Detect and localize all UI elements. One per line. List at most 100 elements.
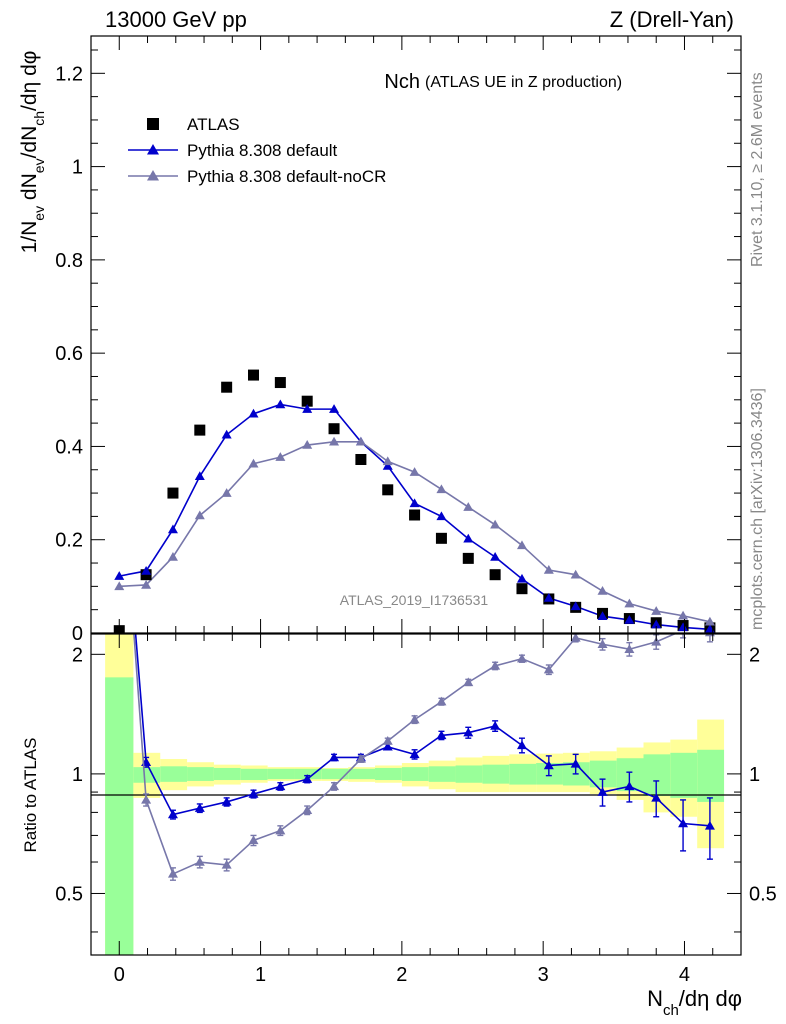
ratio-pythia-8-308-default-nocr-point [302,805,313,814]
pythia-8-308-default-point [141,565,152,575]
pythia-8-308-default-point [651,619,662,629]
legend-label-pythia-8-308-default: Pythia 8.308 default [187,141,338,160]
ratio-pythia-8-308-default-nocr-point [355,754,366,763]
energy-label: 13000 GeV pp [105,7,247,32]
ratio-y-tick-label: 2 [72,644,83,666]
pythia-8-308-default-point [436,511,447,521]
atlas-point [382,484,394,496]
pythia-8-308-default-point [678,622,689,632]
ratio-pythia-8-308-default-nocr-point [194,857,205,866]
ratio-y-tick-label-right: 1 [749,764,760,786]
x-tick-label: 0 [114,964,125,986]
pythia-8-308-default-point [463,533,474,543]
atlas-point [248,369,259,381]
rivet-label: Rivet 3.1.10, ≥ 2.6M events [749,72,766,267]
pythia-8-308-default-point [624,614,635,624]
ratio-stat-uncertainty-band [267,768,295,780]
pythia-8-308-default-nocr-point [624,598,635,608]
ratio-stat-uncertainty-band [105,677,134,955]
legend-label-atlas: ATLAS [187,115,240,134]
legend-marker-pythia-8-308-default [147,144,159,155]
ratio-y-tick-label-right: 0.5 [749,883,777,905]
ratio-stat-uncertainty-band [509,763,537,785]
pythia-8-308-default-point [167,524,178,534]
pythia-8-308-default-nocr-point [302,440,313,449]
pythia-8-308-default-nocr-point [463,502,474,511]
atlas-point [409,509,421,521]
ratio-pythia-8-308-default-nocr-point [409,714,420,724]
ratio-pythia-8-308-default-nocr-point [248,835,259,845]
ratio-pythia-8-308-default-nocr-point [167,868,178,878]
main-axes: 0 0.2 0.4 0.6 0.8 1 1.2 [55,36,741,645]
pythia-8-308-default-point [194,471,205,481]
pythia-8-308-default-point [597,611,608,620]
x-axis-title: Nch/dη dφ [647,986,742,1019]
atlas-point [167,487,179,499]
ratio-pythia-8-308-default-nocr-point [329,781,340,791]
pythia-8-308-default-point [490,551,501,561]
pythia-8-308-default-nocr-point [275,452,286,461]
pythia-8-308-default-nocr-point [597,586,608,595]
ratio-pythia-8-308-default-point [248,788,259,798]
ratio-plot-frame [90,633,742,956]
ratio-stat-uncertainty-band [240,768,268,781]
atlas-point [274,377,286,389]
ratio-pythia-8-308-default-point [275,781,286,791]
plot-title-main: Nch [384,71,420,93]
ratio-stat-uncertainty-band [321,768,349,780]
y-tick-label: 0 [72,623,83,645]
ratio-y-tick-label: 1 [72,764,83,786]
ratio-pythia-8-308-default-point [329,752,340,762]
ratio-pythia-8-308-default-point [302,774,313,783]
atlas-point [194,424,206,436]
ratio-pythia-8-308-default-nocr-point [651,636,662,646]
ratio-pythia-8-308-default-point [704,820,715,830]
atlas-point [435,532,447,544]
y-tick-label: 1.2 [55,63,83,85]
y-tick-label: 1 [72,157,83,179]
ratio-pythia-8-308-default-point [221,796,232,806]
pythia-8-308-default-nocr-point [329,436,340,446]
pythia-8-308-default-nocr-point [678,610,689,620]
ratio-pythia-8-308-default-point [624,781,635,791]
x-tick-label: 1 [255,964,266,986]
ratio-stat-uncertainty-band [348,768,376,780]
atlas-point [462,552,474,564]
ratio-pythia-8-308-default-nocr-point [490,660,501,670]
x-tick-label: 3 [538,964,549,986]
main-series-layer [113,369,716,633]
pythia-8-308-default-nocr-point [141,579,152,589]
atlas-point [516,583,528,595]
legend-marker-pythia-8-308-default-nocr [147,170,159,181]
analysis-label: ATLAS_2019_I1736531 [340,592,489,608]
pythia-8-308-default-nocr-point [167,551,178,561]
ratio-stat-uncertainty-band [670,752,698,798]
ratio-pythia-8-308-default-point [382,741,393,751]
pythia-8-308-default-nocr-point [516,540,527,550]
ratio-stat-uncertainty-band [482,764,510,784]
pythia-8-308-default-nocr-point [570,569,581,579]
pythia-8-308-default-nocr-point [704,616,715,626]
legend: ATLAS Pythia 8.308 default Pythia 8.308 de… [128,115,386,186]
ratio-stat-uncertainty-band [428,766,456,782]
pythia-8-308-default-nocr-point [382,456,393,466]
ratio-pythia-8-308-default-nocr-point [597,639,608,649]
pythia-8-308-default-nocr-point [114,581,125,591]
pythia-8-308-default-nocr-point [543,565,554,574]
ratio-pythia-8-308-default-nocr-point [543,664,554,674]
ratio-pythia-8-308-default-point [194,803,205,812]
pythia-8-308-default-nocr-point [651,606,662,615]
atlas-point [355,453,367,465]
ratio-stat-uncertainty-band [536,763,563,785]
ratio-pythia-8-308-default-point [678,818,689,828]
main-plot-frame [90,35,742,634]
ratio-pythia-8-308-default-point [597,787,608,796]
pythia-8-308-default-point [382,461,393,470]
pythia-8-308-default-point [543,593,554,602]
atlas-point [221,381,233,393]
ratio-y-tick-label-right: 2 [749,644,760,666]
pythia-8-308-default-point [248,408,259,418]
ratio-pythia-8-308-default-point [651,792,662,802]
pythia-8-308-default-nocr-point [355,436,366,446]
